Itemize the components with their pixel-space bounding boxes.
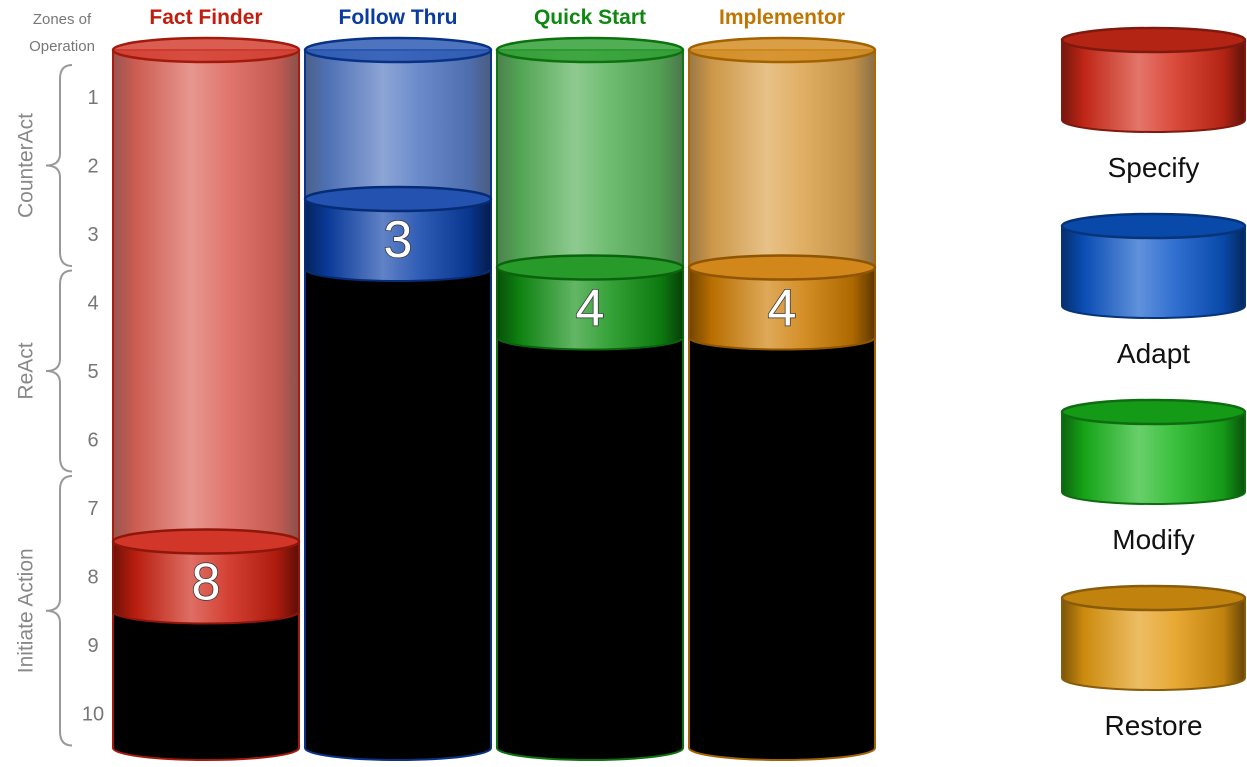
column-base	[689, 338, 875, 760]
score-segment-top	[113, 530, 299, 554]
y-tick-label: 7	[87, 498, 98, 520]
value-label: 3	[384, 211, 413, 269]
legend-cylinder	[1062, 412, 1245, 504]
zone-brace	[46, 476, 72, 746]
axis-title-top: Zones of	[33, 11, 92, 28]
column-upper	[689, 50, 875, 268]
legend-cylinder	[1062, 226, 1245, 318]
legend-item-modify	[1062, 400, 1245, 504]
column-upper	[305, 50, 491, 199]
column-implementor: Implementor 4	[689, 6, 875, 760]
column-top-cap	[689, 38, 875, 62]
y-tick-label: 2	[87, 156, 98, 178]
value-label: 4	[576, 280, 605, 338]
category-label: Implementor	[719, 6, 845, 29]
category-label: Quick Start	[534, 6, 646, 29]
column-top-cap	[305, 38, 491, 62]
column-quick-start: Quick Start 4	[497, 6, 683, 760]
column-top-cap	[497, 38, 683, 62]
category-label: Fact Finder	[149, 6, 262, 29]
legend-item-adapt	[1062, 214, 1245, 318]
column-follow-thru: Follow Thru 3	[305, 6, 491, 760]
value-label: 4	[768, 280, 797, 338]
column-base	[497, 338, 683, 761]
zone-label-react: ReAct	[15, 342, 38, 399]
value-label: 8	[192, 554, 221, 612]
legend-cylinder-top	[1062, 214, 1245, 238]
legend-label: Modify	[1054, 524, 1247, 556]
zone-brace	[46, 271, 72, 472]
score-segment-top	[497, 256, 683, 280]
column-base	[305, 269, 491, 760]
y-tick-label: 10	[82, 704, 104, 726]
legend-cylinder	[1062, 598, 1245, 690]
legend-cylinder-top	[1062, 400, 1245, 424]
y-tick-label: 8	[87, 567, 98, 589]
zone-brace	[46, 65, 72, 266]
category-label: Follow Thru	[339, 6, 458, 29]
column-upper	[497, 50, 683, 268]
score-segment-top	[689, 256, 875, 280]
legend-label: Specify	[1054, 152, 1247, 184]
column-top-cap	[113, 38, 299, 62]
y-tick-label: 5	[87, 361, 98, 383]
legend-item-specify	[1062, 28, 1245, 132]
y-tick-label: 4	[87, 293, 98, 315]
y-tick-label: 1	[87, 87, 98, 109]
column-base	[113, 612, 299, 761]
legend-label: Restore	[1054, 710, 1247, 742]
column-upper	[113, 50, 299, 542]
y-tick-label: 9	[87, 635, 98, 657]
legend-label: Adapt	[1054, 338, 1247, 370]
zone-label-counteract: CounterAct	[15, 113, 38, 218]
legend-cylinder-top	[1062, 586, 1245, 610]
zone-label-initiate-action: Initiate Action	[15, 548, 38, 673]
score-segment-top	[305, 187, 491, 211]
column-fact-finder: Fact Finder 8	[113, 6, 299, 760]
y-tick-label: 6	[87, 430, 98, 452]
legend-cylinder	[1062, 40, 1245, 132]
axis-title-bottom: Operation	[29, 38, 95, 55]
legend-cylinder-top	[1062, 28, 1245, 52]
y-tick-label: 3	[87, 224, 98, 246]
legend-item-restore	[1062, 586, 1245, 690]
